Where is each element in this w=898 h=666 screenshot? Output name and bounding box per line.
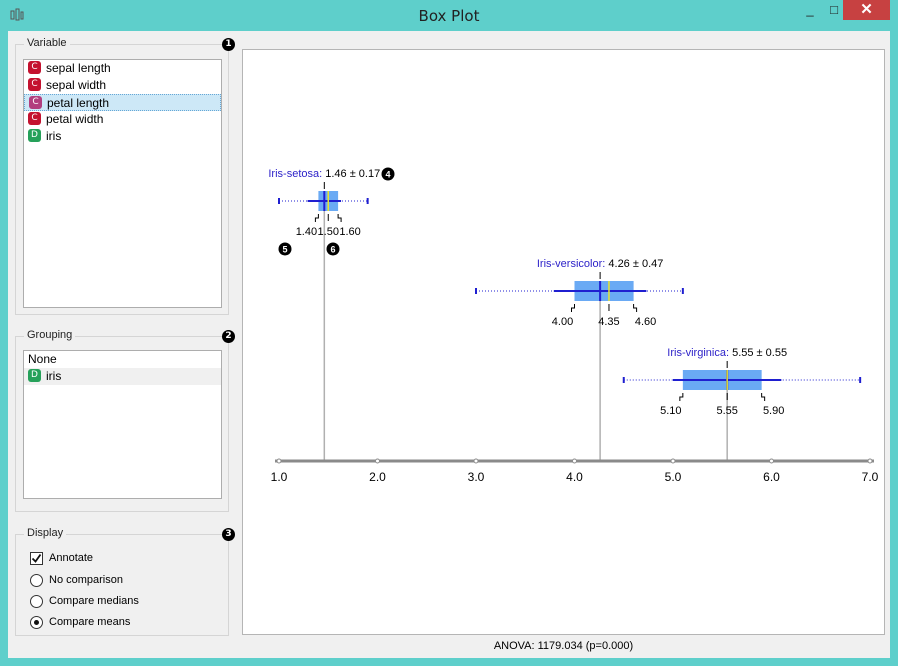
grouping-list-item[interactable]: None — [24, 351, 221, 368]
x-axis-tick-label: 6.0 — [763, 470, 780, 484]
median-label: 5.55 — [716, 405, 737, 417]
badge-2: 2 — [222, 330, 235, 343]
x-axis-tick — [375, 458, 380, 464]
radio-option-compare-means[interactable]: Compare means — [30, 614, 130, 630]
app-icon — [10, 8, 24, 21]
badge-3: 3 — [222, 528, 235, 541]
grouping-group-title: Grouping — [24, 329, 76, 341]
group-annotation: Iris-versicolor: 4.26 ± 0.47 — [537, 258, 664, 270]
median-label: 1.50 — [318, 226, 339, 238]
q1-bracket — [314, 214, 319, 222]
window-title: Box Plot — [418, 7, 480, 25]
status-bar: ANOVA: 1179.034 (p=0.000) — [493, 640, 634, 652]
discrete-variable-icon: D — [28, 129, 41, 143]
radio-label: Compare medians — [49, 595, 139, 607]
x-axis-tick — [572, 458, 577, 464]
annotate-checkbox[interactable] — [30, 551, 43, 565]
q3-label: 5.90 — [763, 405, 784, 417]
group-mean-sd: 4.26 ± 0.47 — [608, 258, 663, 270]
x-axis-tick-label: 4.0 — [566, 470, 583, 484]
radio-button[interactable] — [30, 615, 43, 629]
grouping-list-item-label: iris — [46, 369, 62, 383]
continuous-variable-icon: C — [28, 78, 41, 92]
variable-list-item-label: sepal width — [46, 78, 107, 92]
x-axis-tick — [473, 458, 479, 464]
badge-4-circle — [381, 167, 395, 181]
checkmark-icon — [31, 553, 42, 563]
group-name: Iris-virginica — [667, 347, 727, 359]
badge-5: 5 — [282, 245, 287, 255]
grouping-list-item-label: None — [28, 352, 57, 366]
median-label: 4.35 — [598, 316, 619, 328]
continuous-variable-icon: C — [28, 61, 41, 75]
q3-bracket — [337, 214, 342, 222]
x-axis-tick — [276, 458, 282, 464]
x-axis-tick — [670, 458, 676, 464]
radio-option-no-comparison[interactable]: No comparison — [30, 572, 123, 588]
variable-list-item-label: petal width — [46, 112, 104, 126]
group-annotation: Iris-setosa: 1.46 ± 0.17 — [268, 168, 380, 180]
title-bar: Box Plot _ □ ✕ — [0, 0, 898, 31]
q1-label: 5.10 — [660, 405, 681, 417]
group-mean-sd: 1.46 ± 0.17 — [325, 168, 380, 180]
x-axis-tick — [769, 458, 774, 464]
group-annotation: Iris-virginica: 5.55 ± 0.55 — [667, 347, 787, 359]
close-button[interactable]: ✕ — [843, 0, 890, 20]
q1-label: 4.00 — [552, 316, 573, 328]
x-axis-tick — [867, 458, 873, 464]
minimize-button[interactable]: _ — [806, 2, 814, 17]
radio-label: Compare means — [49, 616, 131, 628]
badge-1: 1 — [222, 38, 235, 51]
x-axis-tick-label: 2.0 — [369, 470, 386, 484]
q1-label: 1.40 — [296, 226, 317, 238]
discrete-variable-icon: D — [28, 369, 41, 383]
radio-button[interactable] — [30, 573, 43, 587]
q1-bracket — [571, 304, 575, 312]
maximize-button[interactable]: □ — [830, 2, 838, 17]
q1-bracket — [679, 393, 684, 401]
badge-5-circle — [278, 242, 292, 256]
q3-label: 4.60 — [635, 316, 656, 328]
group-name: Iris-versicolor — [537, 258, 603, 270]
q3-label: 1.60 — [339, 226, 360, 238]
x-axis-tick-label: 3.0 — [468, 470, 485, 484]
continuous-variable-icon: C — [29, 96, 42, 110]
variable-list-item-label: petal length — [47, 96, 110, 110]
badge-6: 6 — [330, 245, 335, 255]
q3-bracket — [633, 304, 638, 312]
badge-6-circle — [326, 242, 340, 256]
display-group-title: Display — [24, 527, 67, 539]
annotate-checkbox-row[interactable]: Annotate — [30, 550, 93, 566]
x-axis-tick-label: 7.0 — [862, 470, 879, 484]
group-mean-sd: 5.55 ± 0.55 — [732, 347, 787, 359]
q3-bracket — [761, 393, 766, 401]
plot-area[interactable]: 1.0 2.0 3.0 4.0 5.0 6.0 7.0 Iris-setosa: 1.46 ±… — [242, 49, 885, 635]
radio-button[interactable] — [30, 594, 43, 608]
continuous-variable-icon: C — [28, 112, 41, 126]
annotate-label: Annotate — [49, 552, 94, 564]
radio-label: No comparison — [49, 574, 123, 586]
variable-list-item-label: sepal length — [46, 61, 111, 75]
group-name: Iris-setosa — [268, 168, 320, 180]
display-group: Display 3 Annotate No comparison Compare … — [15, 527, 235, 636]
badge-4: 4 — [385, 170, 390, 180]
x-axis-tick-label: 1.0 — [271, 470, 288, 484]
variable-list-item-label: iris — [46, 129, 62, 143]
radio-option-compare-medians[interactable]: Compare medians — [30, 593, 139, 609]
box-plot-chart: 1.0 2.0 3.0 4.0 5.0 6.0 7.0 Iris-setosa: 1.46 ±… — [268, 167, 879, 484]
x-axis-tick-label: 5.0 — [665, 470, 682, 484]
variable-group-title: Variable — [24, 37, 70, 49]
